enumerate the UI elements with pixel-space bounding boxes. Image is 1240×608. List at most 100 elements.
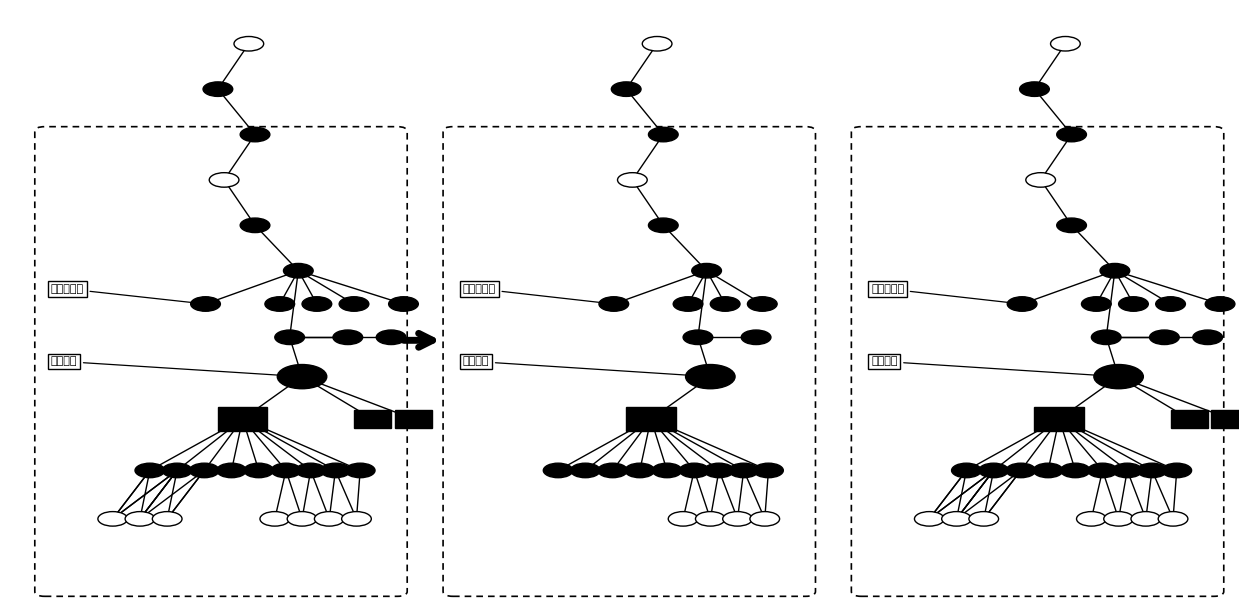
Circle shape [1076,511,1106,526]
Text: 剖分结点: 剖分结点 [51,356,298,378]
Circle shape [260,511,290,526]
Circle shape [1050,36,1080,51]
Circle shape [1006,463,1035,478]
Circle shape [1019,82,1049,97]
Circle shape [1131,511,1161,526]
Circle shape [680,463,709,478]
Circle shape [1081,297,1111,311]
Circle shape [1205,297,1235,311]
Circle shape [683,330,713,345]
Circle shape [1091,330,1121,345]
Circle shape [272,463,301,478]
Circle shape [1025,173,1055,187]
Circle shape [1158,511,1188,526]
Circle shape [376,330,405,345]
Circle shape [1100,263,1130,278]
Circle shape [265,297,295,311]
Circle shape [153,511,182,526]
Circle shape [754,463,784,478]
Circle shape [241,218,270,233]
Circle shape [1118,297,1148,311]
Circle shape [618,173,647,187]
Circle shape [315,511,343,526]
Circle shape [1007,297,1037,311]
Circle shape [244,463,274,478]
Bar [394,410,432,428]
Circle shape [234,36,264,51]
Circle shape [673,297,703,311]
Circle shape [217,463,247,478]
Circle shape [1033,463,1063,478]
Circle shape [625,463,655,478]
Circle shape [345,463,374,478]
Circle shape [1156,297,1185,311]
Circle shape [1060,463,1090,478]
Circle shape [296,463,326,478]
Circle shape [203,82,233,97]
Circle shape [704,463,734,478]
Circle shape [543,463,573,478]
Circle shape [652,463,682,478]
Circle shape [692,263,722,278]
Circle shape [1193,330,1223,345]
Circle shape [642,36,672,51]
Circle shape [1162,463,1192,478]
Circle shape [914,511,944,526]
Text: 剖分结点: 剖分结点 [872,356,1115,378]
Circle shape [1056,218,1086,233]
Circle shape [191,297,221,311]
Circle shape [340,297,368,311]
Circle shape [598,463,627,478]
Circle shape [978,463,1008,478]
Circle shape [1094,365,1143,389]
Circle shape [742,330,771,345]
Circle shape [729,463,759,478]
Circle shape [98,511,128,526]
Text: 剖分根结点: 剖分根结点 [872,284,1018,305]
Circle shape [649,127,678,142]
Circle shape [135,463,165,478]
Circle shape [941,511,971,526]
Circle shape [723,511,753,526]
Circle shape [284,263,314,278]
Circle shape [388,297,418,311]
Circle shape [241,127,270,142]
Bar [626,407,676,431]
Circle shape [686,365,735,389]
Circle shape [951,463,981,478]
Circle shape [321,463,350,478]
Circle shape [748,297,777,311]
Circle shape [711,297,740,311]
Circle shape [599,297,629,311]
Circle shape [288,511,317,526]
Bar [1034,407,1084,431]
Circle shape [1056,127,1086,142]
Circle shape [278,365,327,389]
Circle shape [611,82,641,97]
Circle shape [1112,463,1142,478]
Circle shape [162,463,192,478]
Circle shape [342,511,371,526]
Circle shape [968,511,998,526]
Circle shape [1149,330,1179,345]
Circle shape [125,511,155,526]
Circle shape [334,330,362,345]
Bar [353,410,391,428]
Circle shape [750,511,780,526]
Text: 剖分根结点: 剖分根结点 [463,284,610,305]
Circle shape [696,511,725,526]
Bar [1171,410,1208,428]
Circle shape [570,463,600,478]
Circle shape [190,463,219,478]
Bar [218,407,268,431]
Text: 剖分根结点: 剖分根结点 [51,284,201,305]
Circle shape [1087,463,1117,478]
Circle shape [210,173,239,187]
Bar [1211,410,1240,428]
Text: 剖分结点: 剖分结点 [463,356,706,378]
Circle shape [649,218,678,233]
Circle shape [668,511,698,526]
Circle shape [303,297,332,311]
Circle shape [1137,463,1167,478]
Circle shape [1104,511,1133,526]
